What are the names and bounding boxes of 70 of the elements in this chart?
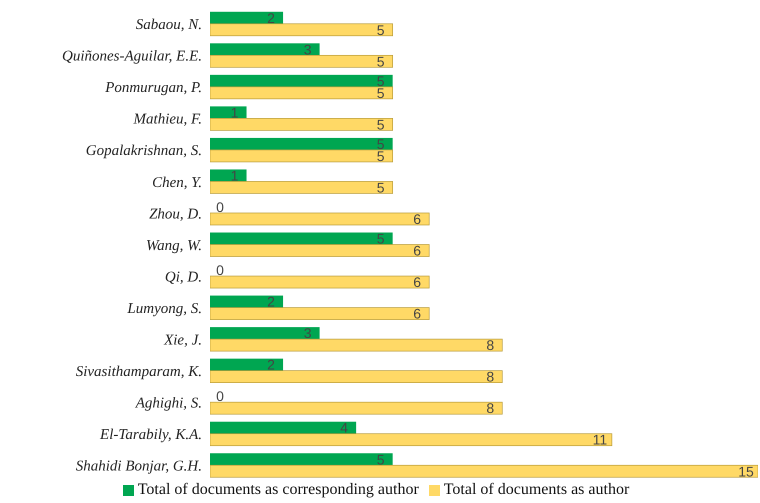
data-label: 8 [486,337,494,354]
y-tick-label: Ponmurugan, P. [104,80,202,96]
data-label: 5 [376,53,385,70]
bar [210,74,393,87]
y-tick-label: Sabaou, N. [136,17,202,34]
bar [210,453,393,466]
data-label: 0 [216,388,224,404]
data-label: 15 [738,463,754,480]
y-tick-label: Chen, Y. [152,174,202,191]
data-label: 1 [230,167,239,184]
bar [210,464,758,478]
y-tick-label: Aghighi, S. [134,395,202,412]
y-tick-label: Wang, W. [146,238,202,254]
y-tick-label: Mathieu, F. [132,112,202,128]
bar [210,307,430,320]
data-label: 11 [592,432,608,448]
y-tick-label: Quiñones-Aguilar, E.E. [62,48,202,65]
y-tick-label: El-Tarabily, K.A. [99,427,202,444]
bar [210,23,394,36]
y-tick-label: Lumyong, S. [126,300,202,317]
data-label: 5 [376,116,385,132]
bar [210,232,393,245]
data-label: 0 [216,262,224,278]
y-tick-label: Xie, J. [163,332,202,348]
data-label: 5 [376,230,385,247]
bar [210,212,430,226]
bar [210,150,394,162]
y-tick-label: Zhou, D. [149,206,202,222]
bar [210,433,612,446]
bar [210,358,284,371]
bar [210,370,503,383]
data-label: 3 [304,325,312,342]
bar [210,338,503,352]
y-tick-label: Shahidi Bonjar, G.H. [76,458,202,475]
data-label: 5 [376,179,385,196]
data-label: 5 [376,451,385,468]
y-tick-label: Sivasithamparam, K. [76,364,202,380]
bar [210,138,393,150]
data-label: 0 [216,198,224,215]
data-label: 6 [413,274,422,290]
data-label: 6 [413,210,422,227]
data-label: 3 [304,41,312,58]
data-label: 2 [267,356,276,373]
y-tick-label: Qi, D. [164,269,202,286]
data-label: 2 [267,10,276,26]
bar [210,276,430,288]
data-label: 6 [413,306,422,322]
bar [210,86,394,100]
bar [210,12,284,24]
bar [210,169,247,182]
data-label: 8 [486,368,494,385]
bar [210,244,430,257]
legend-label: Total of documents as author [444,481,630,498]
data-label: 5 [376,22,385,38]
data-label: 8 [486,400,494,416]
bar [210,181,394,194]
bar [210,327,320,340]
bar [210,106,247,118]
bar [210,43,320,56]
bar [210,422,356,434]
bar [210,402,503,415]
data-label: 1 [230,104,239,120]
data-label: 4 [340,420,348,436]
y-tick-label: Gopalakrishnan, S. [86,143,202,160]
legend-label: Total of documents as corresponding author [138,481,419,498]
data-label: 2 [267,294,276,310]
data-label: 6 [413,242,422,259]
bar [210,118,394,131]
bar [210,296,284,308]
bar [210,54,394,68]
